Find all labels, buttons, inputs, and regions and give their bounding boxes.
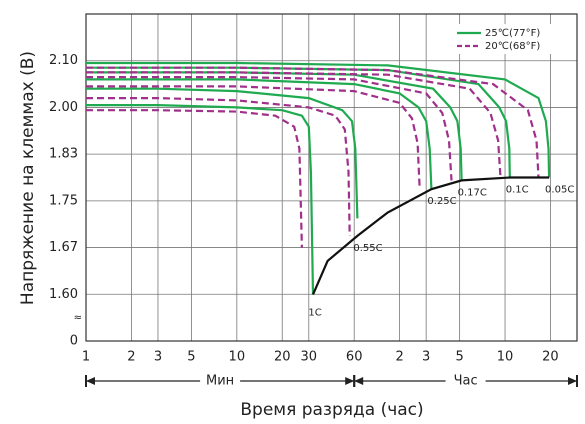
range-label-bg xyxy=(445,373,486,389)
legend-label: 20℃(68°F) xyxy=(485,41,540,52)
x-tick-label: 2 xyxy=(127,350,135,365)
arrow-head xyxy=(568,377,577,385)
legend-box xyxy=(452,24,572,54)
x-tick-label: 5 xyxy=(187,350,195,365)
x-tick-label: 10 xyxy=(229,350,246,365)
x-tick-label: 3 xyxy=(422,350,430,365)
discharge-curve xyxy=(86,76,453,181)
discharge-curve xyxy=(86,109,303,248)
range-label: Час xyxy=(454,374,478,389)
y-tick-label: 1.67 xyxy=(49,240,78,255)
rate-label: 1C xyxy=(308,308,321,319)
discharge-curve xyxy=(86,87,359,219)
y-tick-label: 1.60 xyxy=(49,287,78,302)
end-voltage-curve xyxy=(311,176,550,296)
x-tick-label: 3 xyxy=(154,350,162,365)
rate-label: 0.17C xyxy=(458,187,487,198)
x-tick-label: 1 xyxy=(82,350,90,365)
x-tick-label: 10 xyxy=(497,350,514,365)
y-tick-label: 1.75 xyxy=(49,193,78,208)
rate-label: 0.55C xyxy=(353,243,382,254)
y-tick-label: 0 xyxy=(70,334,78,349)
plot-frame xyxy=(85,13,578,342)
rate-label: 0.1C xyxy=(506,185,529,196)
y-tick-label: 2.00 xyxy=(49,100,78,115)
y-tick-label: 1.83 xyxy=(49,147,78,162)
y-tick-label: 2.10 xyxy=(49,53,78,68)
legend-label: 25℃(77°F) xyxy=(485,28,540,39)
discharge-curve xyxy=(86,104,315,295)
rate-label: 0.05C xyxy=(545,185,574,196)
arrow-head xyxy=(86,377,95,385)
rate-label: 0.25C xyxy=(427,196,456,207)
discharge-curve xyxy=(86,61,551,178)
legend: 25℃(77°F) 20℃(68°F) xyxy=(452,24,572,54)
x-tick-label: 2 xyxy=(395,350,403,365)
discharge-curve xyxy=(86,78,433,190)
axis-break: ≈ xyxy=(74,313,82,324)
x-tick-label: 20 xyxy=(542,350,559,365)
x-tick-label: 60 xyxy=(346,350,363,365)
discharge-curve xyxy=(86,66,540,178)
y-title: Напряжение на клеммах (В) xyxy=(18,51,38,305)
range-label-bg xyxy=(200,373,241,389)
discharge-curve xyxy=(86,71,502,178)
arrow-head xyxy=(345,377,355,385)
discharge-curve xyxy=(86,97,351,236)
range-label: Мин xyxy=(206,374,234,389)
arrow-head xyxy=(354,377,364,385)
x-tick-label: 5 xyxy=(455,350,463,365)
x-tick-label: 30 xyxy=(301,350,318,365)
x-tick-label: 20 xyxy=(274,350,291,365)
x-title: Время разряда (час) xyxy=(240,400,423,420)
discharge-curve xyxy=(86,66,511,178)
